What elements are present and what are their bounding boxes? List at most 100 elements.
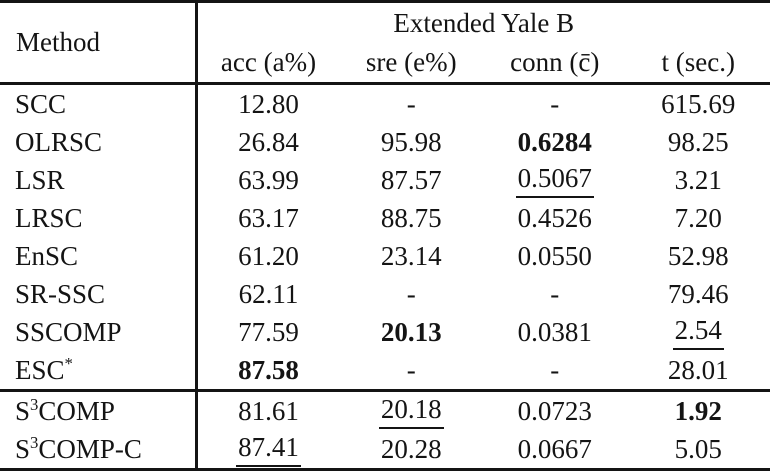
value-text: -	[550, 278, 560, 309]
value-cell: 28.01	[627, 351, 770, 391]
method-column-header: Method	[0, 1, 198, 84]
group-header-row: Method Extended Yale B	[0, 1, 770, 84]
table-row: SR-SSC 62.11 - - 79.46	[0, 275, 770, 313]
table-body-0: SCC 12.80 - - 615.69 OLRSC 26.84 95.98 0.6284 98.…	[0, 83, 770, 391]
value-text: 0.0723	[517, 395, 592, 426]
value-cell: 615.69	[627, 84, 770, 124]
table-row: LSR 63.99 87.57 0.5067 3.21	[0, 161, 770, 199]
value-cell: 77.59	[196, 313, 340, 351]
value-text: 0.0667	[517, 433, 592, 464]
method-cell: S3COMP	[0, 389, 198, 430]
method-cell: SR-SSC	[0, 275, 198, 313]
value-text: 95.98	[380, 126, 442, 157]
value-cell: 12.80	[196, 84, 340, 124]
value-text: 0.6284	[517, 126, 592, 157]
value-cell: 1.92	[626, 389, 770, 430]
method-cell: SCC	[0, 83, 198, 123]
value-cell: -	[483, 351, 627, 391]
value-cell: 20.13	[340, 313, 484, 351]
value-text: 20.13	[380, 316, 442, 347]
value-cell: 26.84	[196, 123, 340, 161]
value-text: 20.28	[380, 433, 442, 464]
value-cell: 88.75	[340, 199, 484, 237]
value-text: 63.99	[238, 164, 299, 195]
table-row: SCC 12.80 - - 615.69	[0, 83, 770, 124]
value-text: 61.20	[238, 240, 299, 271]
value-text: 0.0550	[517, 240, 592, 271]
table-body-1: S3COMP 81.61 20.18 0.0723 1.92 S3COMP-C 87.41 2…	[0, 389, 770, 470]
column-header-conn: conn (c̄)	[510, 47, 600, 77]
value-text: 12.80	[238, 88, 299, 119]
value-cell: 0.5067	[483, 161, 627, 199]
value-cell: 20.18	[339, 389, 483, 430]
method-label: ESC	[15, 354, 65, 385]
value-cell: 87.41	[196, 430, 340, 470]
value-cell: 63.99	[196, 161, 340, 199]
metric-header-row: acc (a%) sre (e%) conn (c̄) t (sec.)	[0, 43, 770, 84]
value-cell: 98.25	[627, 123, 770, 161]
method-cell: ESC*	[0, 351, 198, 391]
table-row: EnSC 61.20 23.14 0.0550 52.98	[0, 237, 770, 275]
value-cell: 52.98	[627, 237, 770, 275]
value-cell: 87.57	[340, 161, 484, 199]
value-text: 87.57	[380, 164, 442, 195]
value-cell: 3.21	[627, 161, 770, 199]
method-cell: S3COMP-C	[0, 430, 198, 470]
value-cell: 0.0667	[483, 430, 627, 470]
value-cell: 7.20	[627, 199, 770, 237]
value-text: 3.21	[674, 164, 722, 195]
value-cell: 0.6284	[483, 123, 627, 161]
value-text: 87.58	[238, 354, 299, 385]
value-cell: -	[340, 84, 484, 124]
value-text: 62.11	[238, 278, 299, 309]
table-row: ESC* 87.58 - - 28.01	[0, 351, 770, 391]
method-superscript: 3	[30, 432, 39, 452]
value-cell: -	[340, 275, 484, 313]
value-cell: 2.54	[627, 313, 770, 351]
value-cell: 0.0723	[483, 389, 627, 430]
value-text: -	[550, 354, 560, 385]
value-cell: 23.14	[340, 237, 484, 275]
column-header-acc: acc (a%)	[220, 47, 317, 77]
value-cell: 0.4526	[483, 199, 627, 237]
value-cell: 0.0381	[483, 313, 627, 351]
value-text: 79.46	[667, 278, 729, 309]
value-text: 7.20	[674, 202, 722, 233]
method-label: SCC	[15, 88, 67, 119]
method-label: SSCOMP	[15, 316, 122, 347]
value-text: 98.25	[667, 126, 729, 157]
table-row: LRSC 63.17 88.75 0.4526 7.20	[0, 199, 770, 237]
value-text: 615.69	[661, 88, 736, 119]
value-cell: 95.98	[340, 123, 484, 161]
method-label: SR-SSC	[15, 278, 106, 309]
column-header-time: t (sec.)	[661, 47, 735, 77]
value-cell: 20.28	[340, 430, 484, 470]
value-text: 81.61	[238, 395, 299, 426]
value-cell: -	[483, 275, 627, 313]
value-text: 77.59	[238, 316, 299, 347]
dataset-group-header: Extended Yale B	[393, 7, 575, 38]
value-text: -	[406, 278, 416, 309]
method-superscript: *	[64, 353, 73, 373]
method-cell: LSR	[0, 161, 198, 199]
value-cell: 63.17	[196, 199, 340, 237]
value-text: 5.05	[674, 433, 722, 464]
value-cell: -	[340, 351, 484, 391]
value-text: 23.14	[380, 240, 442, 271]
value-text: 26.84	[238, 126, 299, 157]
method-label: S	[15, 433, 31, 464]
method-cell: EnSC	[0, 237, 198, 275]
method-label: S	[15, 395, 31, 426]
value-text: 28.01	[667, 354, 729, 385]
value-cell: 81.61	[196, 389, 340, 430]
value-cell: 0.0550	[483, 237, 627, 275]
table-row: OLRSC 26.84 95.98 0.6284 98.25	[0, 123, 770, 161]
value-text: 0.5067	[515, 163, 594, 198]
value-text: -	[406, 88, 416, 119]
table-row: S3COMP 81.61 20.18 0.0723 1.92	[0, 389, 770, 430]
value-cell: 79.46	[627, 275, 770, 313]
method-label: OLRSC	[15, 126, 103, 157]
value-cell: 5.05	[627, 430, 770, 470]
